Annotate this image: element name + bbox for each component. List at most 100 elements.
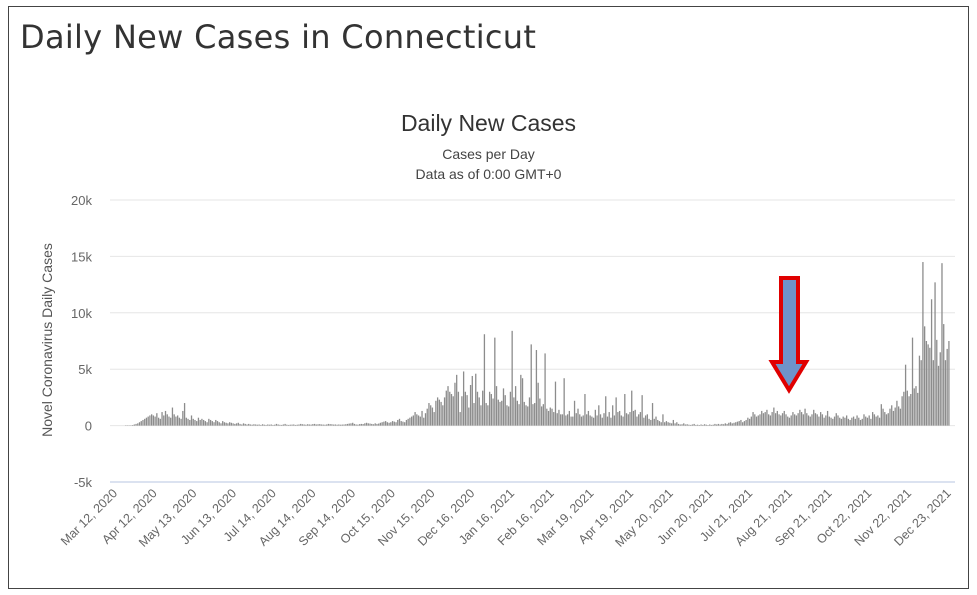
data-bar	[631, 390, 633, 426]
data-bar	[580, 416, 583, 426]
data-bar	[854, 418, 856, 426]
data-bar	[518, 404, 520, 426]
data-bar	[296, 424, 298, 426]
data-bar	[842, 416, 844, 426]
data-bar	[312, 424, 314, 426]
data-bar	[934, 282, 936, 426]
data-bar	[478, 397, 480, 426]
data-bar	[861, 418, 863, 426]
data-bar	[180, 418, 182, 426]
data-bar	[350, 423, 352, 426]
data-bar	[511, 330, 513, 426]
data-bar	[783, 410, 785, 426]
data-bar	[157, 417, 160, 426]
data-bar	[251, 424, 253, 426]
data-bar	[917, 392, 919, 426]
data-bar	[405, 419, 408, 426]
data-bar	[823, 417, 825, 426]
data-bar	[497, 399, 499, 426]
data-bar	[525, 405, 527, 426]
data-bar	[313, 423, 316, 426]
data-bar	[551, 408, 553, 426]
data-bar	[386, 422, 389, 426]
data-bar	[327, 423, 330, 426]
data-bar	[795, 415, 798, 426]
data-bar	[358, 424, 361, 426]
data-bar	[762, 413, 765, 426]
data-bar	[759, 414, 761, 426]
data-bar	[353, 423, 356, 426]
data-bar	[267, 424, 269, 426]
data-bar	[826, 410, 829, 426]
data-bar	[490, 394, 492, 426]
data-bar	[211, 421, 213, 426]
data-bar	[381, 422, 383, 426]
data-bar	[376, 423, 378, 426]
data-bar	[859, 419, 862, 426]
data-bar	[780, 415, 782, 426]
data-bar	[469, 384, 472, 426]
data-bar	[565, 415, 567, 426]
data-bar	[244, 423, 246, 426]
data-bar	[662, 414, 664, 426]
data-bar	[622, 416, 624, 426]
data-bar	[887, 413, 889, 426]
data-bar	[504, 395, 506, 426]
data-bar	[326, 424, 328, 426]
data-bar	[832, 418, 834, 426]
data-bar	[442, 405, 444, 426]
data-bar	[487, 405, 489, 426]
data-bar	[293, 424, 295, 426]
data-bar	[696, 424, 699, 426]
data-bar	[192, 418, 194, 426]
page-title: Daily New Cases in Connecticut	[20, 18, 537, 56]
data-bar	[395, 422, 397, 426]
data-bar	[835, 413, 837, 426]
data-bar	[482, 390, 484, 426]
y-tick-label: -5k	[74, 475, 93, 490]
data-bar	[348, 423, 350, 426]
data-bar	[294, 424, 297, 426]
data-bar	[761, 410, 763, 426]
data-bar	[709, 424, 711, 426]
data-bar	[378, 423, 380, 426]
data-bar	[599, 414, 602, 426]
data-bar	[151, 414, 153, 426]
data-bar	[766, 409, 768, 426]
data-bar	[480, 405, 482, 426]
data-bar	[471, 375, 473, 426]
data-bar	[133, 424, 135, 426]
data-bar	[778, 414, 780, 426]
data-bar	[138, 422, 141, 426]
data-bar	[383, 421, 385, 426]
data-bar	[462, 371, 465, 426]
data-bar	[560, 414, 562, 426]
data-bar	[145, 417, 148, 426]
data-bar	[282, 424, 285, 426]
data-bar	[755, 416, 758, 426]
data-bar	[329, 424, 331, 426]
data-bar	[223, 422, 226, 426]
data-bar	[925, 341, 928, 426]
data-bar	[147, 416, 149, 426]
data-bar	[570, 416, 572, 426]
data-bar	[660, 422, 662, 426]
data-bar	[920, 360, 922, 426]
data-bar	[320, 424, 323, 426]
data-bar	[331, 424, 333, 426]
data-bar	[476, 391, 479, 426]
data-bar	[433, 412, 435, 426]
data-bar	[802, 414, 804, 426]
data-bar	[144, 418, 146, 426]
data-bar	[461, 396, 463, 426]
data-bar	[230, 422, 233, 426]
data-bar	[407, 418, 409, 426]
data-bar	[899, 408, 902, 426]
data-bar	[270, 424, 272, 426]
data-bar	[877, 415, 879, 426]
data-bar	[360, 423, 363, 426]
data-bar	[183, 403, 186, 426]
data-bar	[703, 424, 706, 426]
data-bar	[449, 391, 451, 426]
data-bar	[336, 424, 338, 426]
